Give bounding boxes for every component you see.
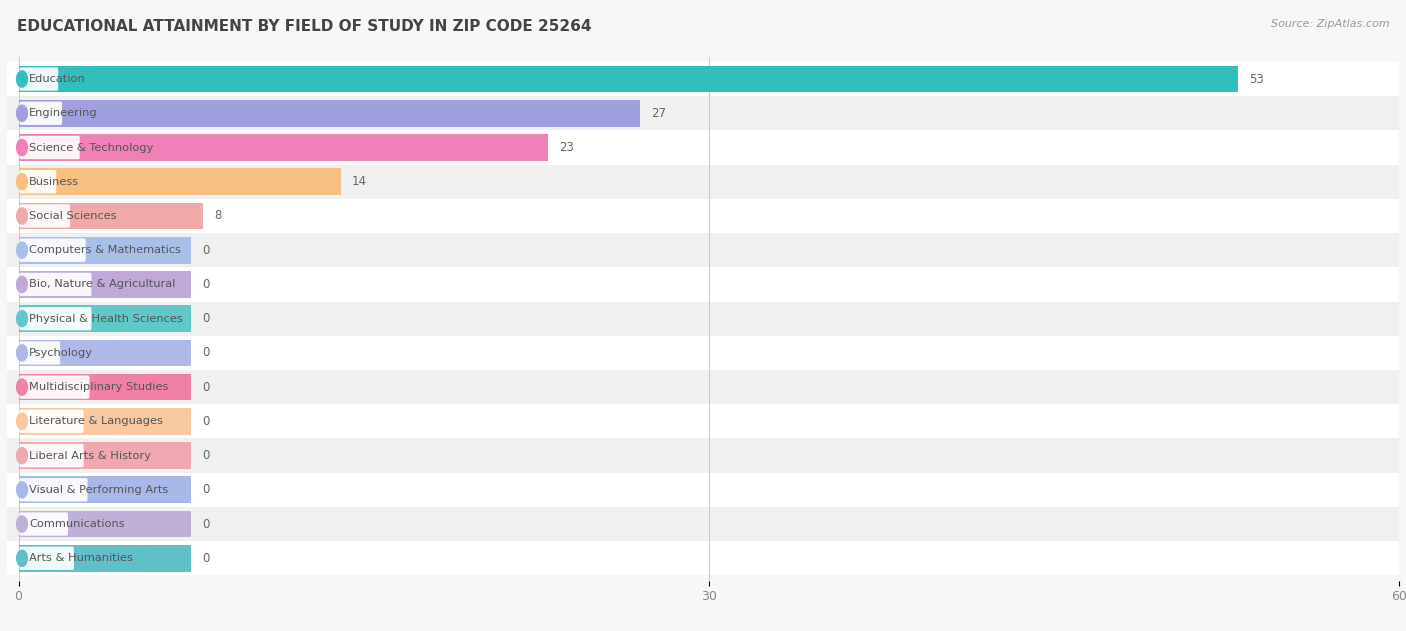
- Bar: [0, 439, 1406, 473]
- Text: 23: 23: [560, 141, 574, 154]
- Text: Visual & Performing Arts: Visual & Performing Arts: [30, 485, 169, 495]
- Text: 0: 0: [202, 415, 209, 428]
- Bar: [0, 541, 1406, 575]
- FancyBboxPatch shape: [20, 273, 91, 296]
- Bar: [0, 404, 1406, 439]
- FancyBboxPatch shape: [20, 512, 67, 536]
- Text: Computers & Mathematics: Computers & Mathematics: [30, 245, 181, 255]
- Text: Physical & Health Sciences: Physical & Health Sciences: [30, 314, 183, 324]
- Text: 0: 0: [202, 346, 209, 360]
- FancyBboxPatch shape: [20, 204, 70, 228]
- Text: Communications: Communications: [30, 519, 125, 529]
- Circle shape: [17, 139, 27, 156]
- Text: 27: 27: [651, 107, 666, 120]
- FancyBboxPatch shape: [20, 68, 58, 91]
- Circle shape: [17, 481, 27, 498]
- Bar: [18, 339, 191, 366]
- Text: Business: Business: [30, 177, 79, 187]
- Circle shape: [17, 71, 27, 87]
- FancyBboxPatch shape: [20, 239, 86, 262]
- Bar: [18, 476, 191, 503]
- Text: Education: Education: [30, 74, 86, 84]
- Bar: [18, 545, 191, 572]
- Text: 0: 0: [202, 380, 209, 394]
- Text: 0: 0: [202, 483, 209, 497]
- Circle shape: [17, 379, 27, 395]
- Text: Engineering: Engineering: [30, 109, 97, 118]
- Text: Multidisciplinary Studies: Multidisciplinary Studies: [30, 382, 169, 392]
- Circle shape: [17, 105, 27, 121]
- Bar: [18, 271, 191, 298]
- Text: Psychology: Psychology: [30, 348, 93, 358]
- Bar: [18, 305, 191, 332]
- Bar: [0, 199, 1406, 233]
- Bar: [18, 168, 340, 195]
- FancyBboxPatch shape: [20, 444, 83, 467]
- Text: 0: 0: [202, 449, 209, 462]
- Bar: [0, 370, 1406, 404]
- Bar: [18, 100, 640, 127]
- FancyBboxPatch shape: [20, 307, 91, 330]
- Bar: [0, 336, 1406, 370]
- Text: Liberal Arts & History: Liberal Arts & History: [30, 451, 150, 461]
- Text: 0: 0: [202, 312, 209, 325]
- Text: Source: ZipAtlas.com: Source: ZipAtlas.com: [1271, 19, 1389, 29]
- Text: 0: 0: [202, 278, 209, 291]
- Circle shape: [17, 310, 27, 327]
- Text: Social Sciences: Social Sciences: [30, 211, 117, 221]
- FancyBboxPatch shape: [20, 170, 56, 193]
- Bar: [18, 203, 202, 229]
- Circle shape: [17, 276, 27, 293]
- Bar: [18, 510, 191, 538]
- Bar: [18, 374, 191, 401]
- Bar: [0, 165, 1406, 199]
- Bar: [18, 408, 191, 435]
- Text: 0: 0: [202, 551, 209, 565]
- Text: EDUCATIONAL ATTAINMENT BY FIELD OF STUDY IN ZIP CODE 25264: EDUCATIONAL ATTAINMENT BY FIELD OF STUDY…: [17, 19, 592, 34]
- Text: 0: 0: [202, 244, 209, 257]
- Circle shape: [17, 413, 27, 430]
- FancyBboxPatch shape: [20, 102, 62, 125]
- Text: Bio, Nature & Agricultural: Bio, Nature & Agricultural: [30, 280, 176, 290]
- Bar: [0, 473, 1406, 507]
- Text: 53: 53: [1250, 73, 1264, 86]
- FancyBboxPatch shape: [20, 341, 60, 365]
- Bar: [18, 442, 191, 469]
- Bar: [0, 302, 1406, 336]
- Text: Arts & Humanities: Arts & Humanities: [30, 553, 132, 563]
- Text: 14: 14: [352, 175, 367, 188]
- Circle shape: [17, 345, 27, 361]
- Bar: [0, 507, 1406, 541]
- FancyBboxPatch shape: [20, 136, 80, 159]
- Bar: [0, 131, 1406, 165]
- FancyBboxPatch shape: [20, 478, 87, 502]
- Bar: [0, 62, 1406, 96]
- Bar: [18, 134, 548, 161]
- Bar: [0, 233, 1406, 268]
- Circle shape: [17, 516, 27, 532]
- Circle shape: [17, 174, 27, 190]
- Text: Literature & Languages: Literature & Languages: [30, 416, 163, 427]
- Circle shape: [17, 242, 27, 258]
- FancyBboxPatch shape: [20, 546, 75, 570]
- Circle shape: [17, 208, 27, 224]
- Bar: [18, 237, 191, 264]
- Bar: [18, 66, 1237, 92]
- Bar: [0, 268, 1406, 302]
- Text: 0: 0: [202, 517, 209, 531]
- FancyBboxPatch shape: [20, 375, 90, 399]
- Text: Science & Technology: Science & Technology: [30, 143, 153, 153]
- FancyBboxPatch shape: [20, 410, 83, 433]
- Circle shape: [17, 550, 27, 567]
- Circle shape: [17, 447, 27, 464]
- Text: 8: 8: [214, 209, 222, 223]
- Bar: [0, 96, 1406, 131]
